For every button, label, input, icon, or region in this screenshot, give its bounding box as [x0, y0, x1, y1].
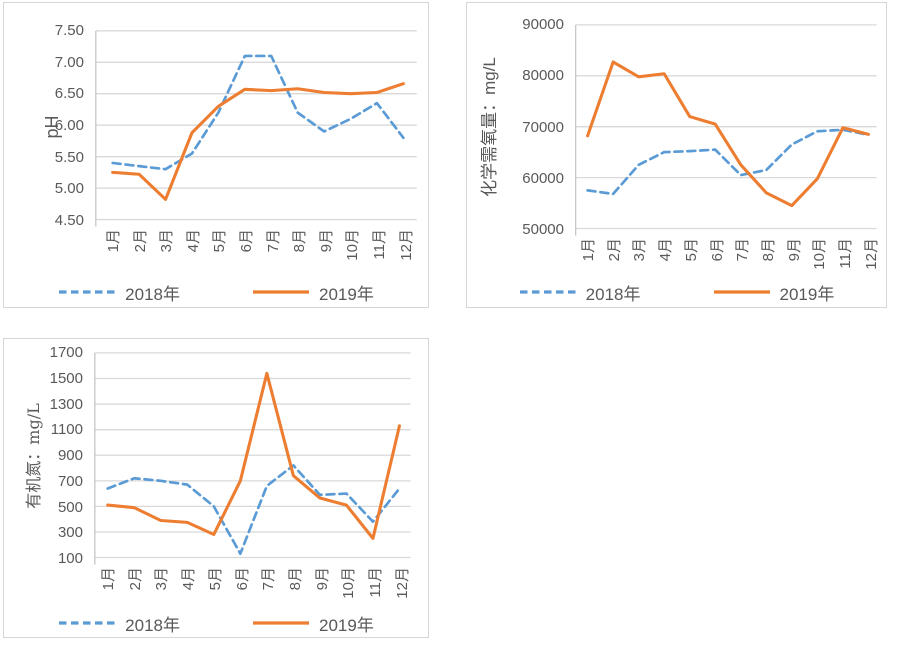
y-tick-label: 900 [57, 447, 83, 464]
x-tick-label: 3月 [153, 567, 171, 591]
x-tick-label: 4月 [184, 229, 202, 253]
legend-label: 2019年 [779, 284, 835, 304]
legend-item-2018年[interactable]: 2018年 [58, 280, 180, 305]
x-tick-label: 6月 [238, 229, 255, 253]
series-line-2019年 [586, 60, 870, 208]
y-tick-label: 1500 [49, 369, 83, 387]
organic-nitrogen-plot-area [94, 352, 411, 565]
x-tick-label: 2月 [126, 567, 144, 591]
cod-plot-area [575, 24, 877, 236]
legend-label: 2018年 [125, 284, 180, 304]
x-tick-label: 11月 [371, 229, 388, 260]
legend-item-2019年[interactable]: 2019年 [252, 611, 374, 636]
y-tick-label: 6.50 [54, 85, 84, 103]
series-line-2018年 [111, 54, 405, 171]
x-tick-label: 3月 [158, 229, 176, 253]
x-tick-label: 7月 [260, 567, 278, 591]
y-tick-label: 5.00 [54, 180, 84, 198]
x-tick-label: 1月 [100, 567, 117, 591]
x-tick-label: 5月 [211, 229, 229, 253]
y-tick-label: 50000 [522, 221, 564, 238]
y-tick-label: 500 [57, 498, 83, 516]
y-tick-label: 90000 [522, 16, 564, 33]
legend-label: 2018年 [125, 615, 180, 635]
cod-y-axis-title: 化学需氧量：mg/L [480, 57, 499, 197]
x-tick-label: 12月 [397, 229, 415, 261]
x-tick-label: 4月 [180, 567, 198, 591]
series-line-2019年 [111, 82, 405, 201]
cod-chart-legend: 2018年 2019年 [467, 280, 886, 305]
organic-nitrogen-chart-legend: 2018年 2019年 [4, 611, 428, 636]
y-tick-label: 1100 [50, 421, 83, 439]
legend-item-2018年[interactable]: 2018年 [519, 280, 641, 305]
x-tick-label: 1月 [105, 229, 122, 253]
x-tick-label: 11月 [367, 567, 384, 598]
legend-swatch-dashed [59, 290, 116, 294]
legend-label: 2019年 [319, 615, 374, 635]
legend-label: 2019年 [319, 284, 374, 304]
y-tick-label: 100 [57, 550, 83, 567]
legend-label: 2018年 [585, 284, 641, 304]
x-tick-label: 9月 [313, 567, 331, 591]
legend-item-2019年[interactable]: 2019年 [252, 280, 374, 305]
x-tick-label: 6月 [233, 567, 251, 591]
y-tick-label: 300 [57, 524, 83, 542]
y-tick-label: 1700 [49, 344, 83, 361]
y-tick-label: 1300 [49, 395, 83, 413]
x-tick-label: 9月 [317, 229, 335, 253]
ph-chart-legend: 2018年 2019年 [4, 280, 428, 305]
x-tick-label: 10月 [340, 567, 358, 599]
ph-plot-area [95, 30, 417, 227]
x-tick-label: 10月 [344, 229, 362, 261]
y-tick-label: 5.50 [54, 148, 84, 166]
series-line-2019年 [106, 371, 402, 540]
y-tick-label: 7.00 [54, 53, 84, 71]
legend-item-2019年[interactable]: 2019年 [713, 280, 835, 305]
legend-swatch-solid [713, 290, 770, 294]
x-tick-label: 7月 [264, 229, 282, 253]
ph-line-chart[interactable]: pH 7.50 7.00 6.50 6.00 5.50 5.00 4.50 1月 2月 3月 4月… [3, 2, 429, 308]
y-tick-label: 700 [57, 472, 83, 490]
legend-swatch-dashed [519, 290, 576, 294]
x-tick-label: 2月 [131, 229, 149, 253]
x-tick-label: 12月 [393, 567, 411, 599]
series-line-2018年 [106, 464, 401, 556]
legend-swatch-solid [253, 621, 309, 625]
cod-line-chart[interactable]: 化学需氧量：mg/L 90000 80000 70000 60000 50000 1月 2… [466, 2, 887, 308]
x-tick-label: 8月 [286, 567, 304, 591]
y-tick-label: 70000 [522, 118, 564, 136]
legend-item-2018年[interactable]: 2018年 [58, 611, 180, 636]
y-tick-label: 7.50 [54, 22, 84, 39]
legend-swatch-dashed [59, 621, 116, 625]
y-tick-label: 60000 [522, 169, 564, 187]
series-line-2018年 [586, 128, 870, 196]
y-tick-label: 4.50 [54, 212, 84, 229]
legend-swatch-solid [253, 290, 309, 294]
x-tick-label: 8月 [291, 229, 309, 253]
y-tick-label: 6.00 [54, 117, 84, 134]
y-tick-label: 80000 [522, 67, 564, 85]
x-tick-label: 5月 [206, 567, 224, 591]
organic-nitrogen-line-chart[interactable]: 有机氮：mg/L 1700 1500 1300 1100 900 700 500 300 100… [3, 338, 429, 638]
